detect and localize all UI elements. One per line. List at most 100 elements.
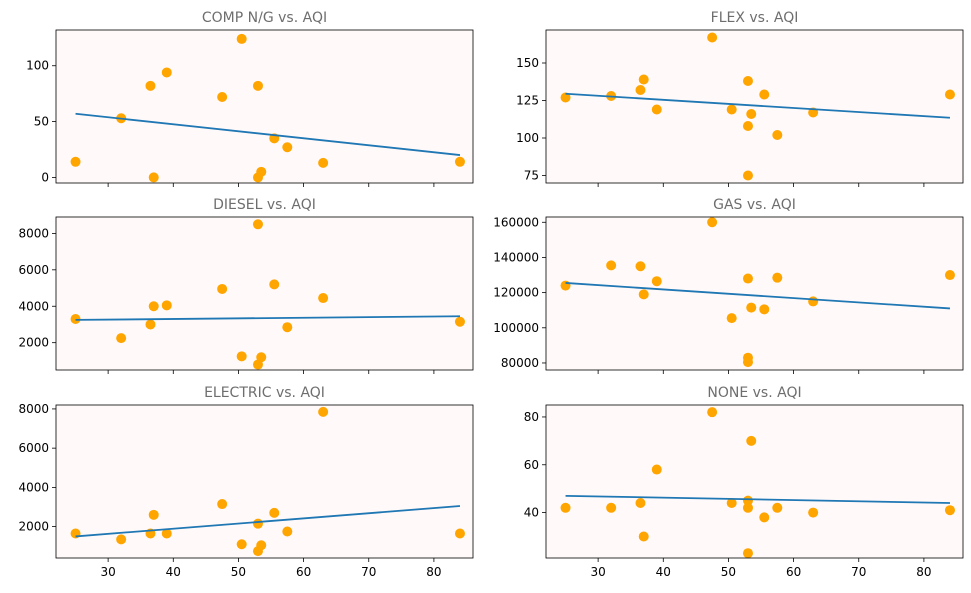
y-tick-label-electric: 4000 xyxy=(18,480,49,494)
data-point-diesel xyxy=(70,314,81,324)
data-point-comp-ng xyxy=(256,166,267,177)
trend-line-electric xyxy=(75,505,461,538)
data-point-none xyxy=(651,464,662,475)
data-point-flex xyxy=(944,89,955,100)
data-point-gas xyxy=(808,296,819,307)
data-point-gas xyxy=(651,276,662,287)
y-tick-label-diesel: 6000 xyxy=(18,263,49,277)
data-point-comp-ng xyxy=(161,67,172,78)
data-point-none xyxy=(707,407,718,418)
panel-flex: FLEX vs. AQI 75 100 125 150 xyxy=(516,10,964,187)
data-point-flex xyxy=(635,85,646,95)
plot-area-comp-ng xyxy=(56,30,473,183)
y-tick-label-gas: 100000 xyxy=(493,321,539,335)
data-point-gas xyxy=(560,280,571,291)
y-tick-label-diesel: 8000 xyxy=(18,226,49,240)
y-tick-label-gas: 120000 xyxy=(493,286,539,300)
data-point-none xyxy=(944,505,955,516)
y-tick-label-comp-ng: 50 xyxy=(34,115,49,129)
panel-title-comp-ng: COMP N/G vs. AQI xyxy=(202,10,327,26)
data-point-electric xyxy=(116,534,127,545)
data-point-none xyxy=(742,502,753,513)
data-point-diesel xyxy=(145,319,156,330)
panel-title-electric: ELECTRIC vs. AQI xyxy=(204,385,325,401)
y-tick-label-gas: 140000 xyxy=(493,250,539,264)
y-tick-label-flex: 100 xyxy=(516,131,539,145)
data-point-flex xyxy=(707,32,718,43)
x-tick-label-electric: 50 xyxy=(231,565,246,579)
y-tick-label-flex: 125 xyxy=(516,94,539,108)
data-point-flex xyxy=(726,104,737,115)
data-point-none xyxy=(808,507,819,518)
axes-frame-diesel xyxy=(55,216,474,371)
data-point-flex xyxy=(746,109,757,119)
panel-title-diesel: DIESEL vs. AQI xyxy=(213,197,316,213)
data-point-none xyxy=(746,435,757,446)
data-point-diesel xyxy=(116,333,127,344)
plot-area-flex xyxy=(546,30,963,183)
data-point-flex xyxy=(742,170,753,181)
y-tick-label-none: 80 xyxy=(524,410,539,424)
data-point-gas xyxy=(746,302,757,313)
data-point-electric xyxy=(161,528,172,539)
x-tick-label-none: 80 xyxy=(916,565,931,579)
data-point-gas xyxy=(759,304,770,315)
data-point-electric xyxy=(217,499,228,510)
data-point-gas xyxy=(944,270,955,281)
plot-area-electric xyxy=(56,405,473,558)
data-point-comp-ng xyxy=(236,33,247,44)
x-tick-label-electric: 80 xyxy=(426,565,441,579)
data-point-diesel xyxy=(148,301,159,312)
y-tick-label-electric: 6000 xyxy=(18,441,49,455)
data-point-none xyxy=(635,498,646,509)
data-point-gas xyxy=(638,289,649,300)
data-point-flex xyxy=(772,130,783,140)
y-tick-label-flex: 150 xyxy=(516,56,539,70)
x-tick-label-none: 60 xyxy=(786,565,801,579)
data-point-gas xyxy=(772,272,783,283)
data-point-electric xyxy=(148,509,159,520)
data-point-none xyxy=(742,495,753,506)
y-tick-label-none: 60 xyxy=(524,458,539,472)
x-tick-label-none: 50 xyxy=(721,565,736,579)
data-point-none xyxy=(726,498,737,509)
plot-area-diesel xyxy=(56,217,473,370)
x-tick-label-electric: 30 xyxy=(100,565,115,579)
data-point-comp-ng xyxy=(217,92,228,103)
panel-comp-ng: COMP N/G vs. AQI 0 50 100 xyxy=(26,10,474,187)
data-point-flex xyxy=(560,92,571,103)
data-point-none xyxy=(772,502,783,513)
panel-title-none: NONE vs. AQI xyxy=(707,385,801,401)
data-point-flex xyxy=(651,104,662,115)
data-point-diesel xyxy=(256,352,267,363)
axes-frame-electric xyxy=(55,404,474,559)
data-point-diesel xyxy=(269,279,280,290)
trend-line-gas xyxy=(565,282,951,310)
x-tick-label-none: 30 xyxy=(590,565,605,579)
data-point-electric xyxy=(256,540,267,551)
data-point-none xyxy=(606,502,617,513)
data-point-none xyxy=(560,502,571,513)
data-point-gas xyxy=(635,261,646,272)
y-tick-label-gas: 160000 xyxy=(493,215,539,229)
data-point-gas xyxy=(726,313,737,324)
data-point-comp-ng xyxy=(454,156,465,167)
data-point-diesel xyxy=(318,293,329,304)
data-point-none xyxy=(638,531,649,542)
data-point-none xyxy=(759,512,770,523)
data-point-comp-ng xyxy=(148,172,159,183)
data-point-electric xyxy=(236,539,247,550)
data-point-gas xyxy=(742,273,753,284)
y-tick-label-none: 40 xyxy=(524,506,539,520)
axes-frame-gas xyxy=(545,216,964,371)
x-tick-label-electric: 40 xyxy=(166,565,181,579)
data-point-diesel xyxy=(282,322,293,333)
data-point-gas xyxy=(707,217,718,228)
data-point-flex xyxy=(638,74,649,85)
data-point-comp-ng xyxy=(282,142,293,153)
panel-electric: ELECTRIC vs. AQI 30 40 50 60 70 80 2000 4000 6000… xyxy=(18,385,474,579)
data-point-none xyxy=(742,548,753,559)
data-point-gas xyxy=(742,357,753,368)
y-tick-label-diesel: 4000 xyxy=(18,299,49,313)
